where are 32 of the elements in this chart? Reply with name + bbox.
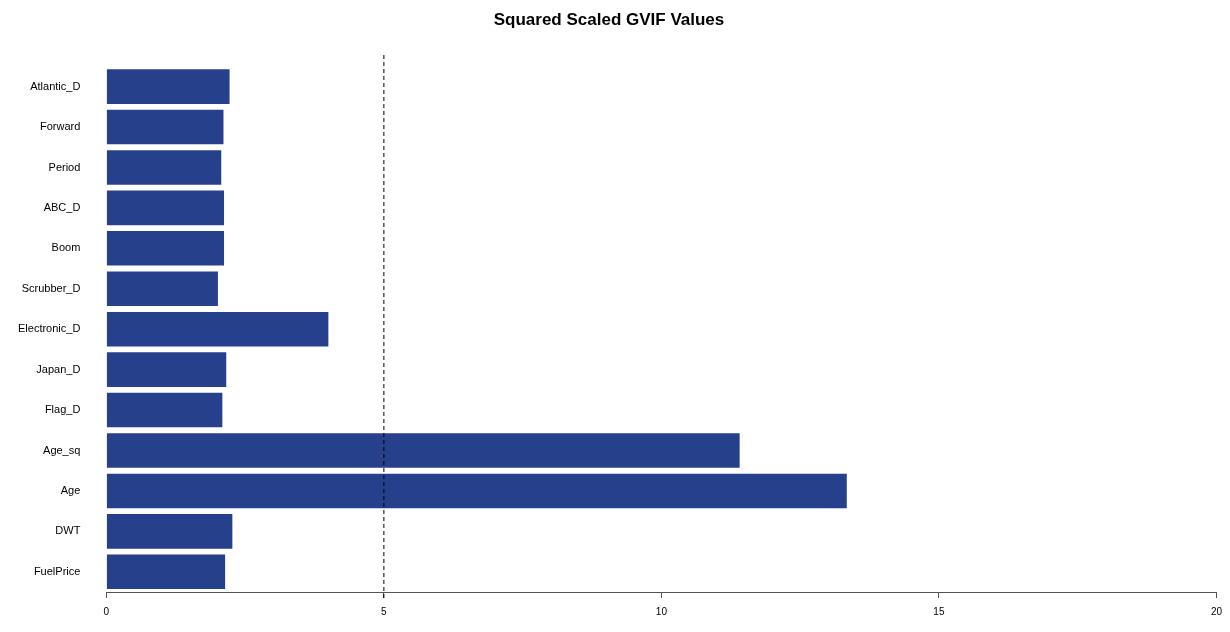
bar [106, 109, 224, 145]
bar [106, 433, 740, 468]
bar [106, 231, 225, 266]
y-tick-label: DWT [55, 524, 81, 537]
y-tick-label: Electronic_D [18, 322, 81, 335]
y-tick-label: Forward [40, 120, 81, 133]
chart-title: Squared Scaled GVIF Values [493, 9, 725, 29]
bar [106, 352, 227, 387]
bar [106, 311, 329, 347]
y-tick-label: Period [48, 160, 81, 173]
bar [106, 514, 233, 549]
y-tick-label: Age_sq [43, 443, 81, 456]
y-tick-label: Flag_D [44, 403, 81, 416]
bar [106, 150, 222, 185]
y-tick-label: Age [60, 483, 81, 496]
x-tick-label: 20 [1210, 605, 1223, 617]
x-tick-label: 15 [933, 605, 945, 617]
bar [106, 473, 847, 509]
y-tick-label: ABC_D [43, 200, 81, 213]
y-tick-label: Japan_D [36, 362, 81, 375]
bar [106, 271, 218, 307]
y-tick-label: Boom [51, 241, 81, 254]
bar [106, 190, 225, 226]
bar [106, 554, 226, 590]
bar [106, 392, 223, 428]
y-tick-label: Atlantic_D [30, 79, 81, 92]
y-tick-label: FuelPrice [33, 564, 81, 577]
x-tick-label: 0 [103, 605, 110, 617]
bar [106, 69, 230, 104]
x-tick-label: 10 [655, 605, 668, 617]
x-tick-label: 5 [381, 605, 388, 617]
y-tick-label: Scrubber_D [21, 281, 81, 294]
